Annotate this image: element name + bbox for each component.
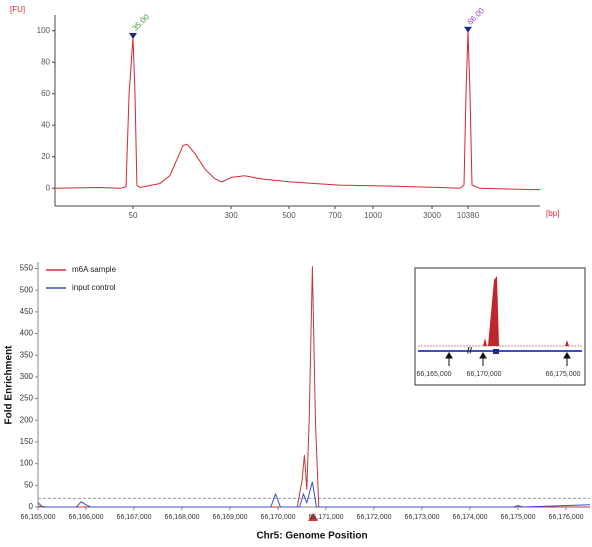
x-tick-label: 66,174,000 (452, 514, 487, 521)
inset-frame (414, 267, 586, 386)
annotation: 86.00 (466, 6, 487, 27)
y-tick-label: 300 (20, 372, 34, 381)
y-tick-label: 60 (41, 89, 50, 98)
x-tick-label: 3000 (423, 211, 441, 220)
x-tick-label: 66,169,000 (212, 514, 247, 521)
y-tick-label: 400 (20, 329, 34, 338)
y-tick-label: 200 (20, 415, 34, 424)
y-tick-label: 50 (24, 480, 33, 489)
inset-arrows (445, 352, 571, 366)
y-tick-label: 100 (20, 459, 34, 468)
x-tick-label: 66,166,000 (68, 514, 103, 521)
annotation: 35.00 (131, 12, 152, 33)
series-line (37, 481, 591, 508)
y-tick-label: 150 (20, 437, 34, 446)
inset: // 66,165,000 66,170,000 66,175,000 (414, 267, 586, 386)
x-tick-label: 1000 (364, 211, 382, 220)
inset-block (493, 349, 499, 354)
position-marker (308, 513, 318, 521)
chart: 0 20 40 60 80 100 50 300 500 700 1000 3000 10380 35.0… (37, 6, 541, 220)
y-axis-label: Fold Enrichment (4, 345, 15, 425)
inset-break: // (467, 345, 473, 355)
x-tick-label: 10380 (457, 211, 480, 220)
annotation-marker (464, 26, 472, 33)
y-tick-label: 80 (41, 57, 50, 66)
y-tick-label: 0 (29, 502, 34, 511)
y-tick-label: 40 (41, 120, 50, 129)
inset-label: 66,165,000 (416, 371, 451, 378)
x-tick-label: 66,175,000 (500, 514, 535, 521)
y-tick-label: 20 (41, 152, 50, 161)
x-tick-label: 300 (224, 211, 238, 220)
y-tick-label: 500 (20, 285, 34, 294)
y-tick-label: 250 (20, 394, 34, 403)
x-tick-label: 66,176,000 (548, 514, 583, 521)
y-tick-label: 550 (20, 264, 34, 273)
chart: 0 50 100 150 200 250 300 350 400 450 500 550 66,165,… (20, 262, 591, 521)
x-tick-label: 50 (129, 211, 138, 220)
inset-peak (488, 276, 499, 346)
x-tick-label: 66,167,000 (116, 514, 151, 521)
x-axis-label: [bp] (546, 209, 559, 218)
x-axis-label: Chr5: Genome Position (256, 531, 367, 542)
inset-label: 66,170,000 (466, 371, 501, 378)
x-tick-label: 500 (282, 211, 296, 220)
inset-label: 66,175,000 (545, 371, 580, 378)
y-tick-label: 350 (20, 350, 34, 359)
y-tick-label: 100 (37, 26, 51, 35)
series-line (54, 30, 541, 191)
x-tick-label: 66,165,000 (20, 514, 55, 521)
x-tick-label: 66,173,000 (404, 514, 439, 521)
x-tick-label: 66,170,000 (260, 514, 295, 521)
annotation-marker (129, 33, 137, 40)
y-axis-label: [FU] (10, 5, 25, 14)
x-tick-label: 66,171,000 (308, 514, 343, 521)
legend-label: input control (72, 283, 116, 292)
x-tick-label: 700 (328, 211, 342, 220)
legend-label: m6A sample (72, 265, 117, 274)
y-tick-label: 0 (46, 183, 51, 192)
x-tick-label: 66,168,000 (164, 514, 199, 521)
x-tick-label: 66,172,000 (356, 514, 391, 521)
y-tick-label: 450 (20, 307, 34, 316)
